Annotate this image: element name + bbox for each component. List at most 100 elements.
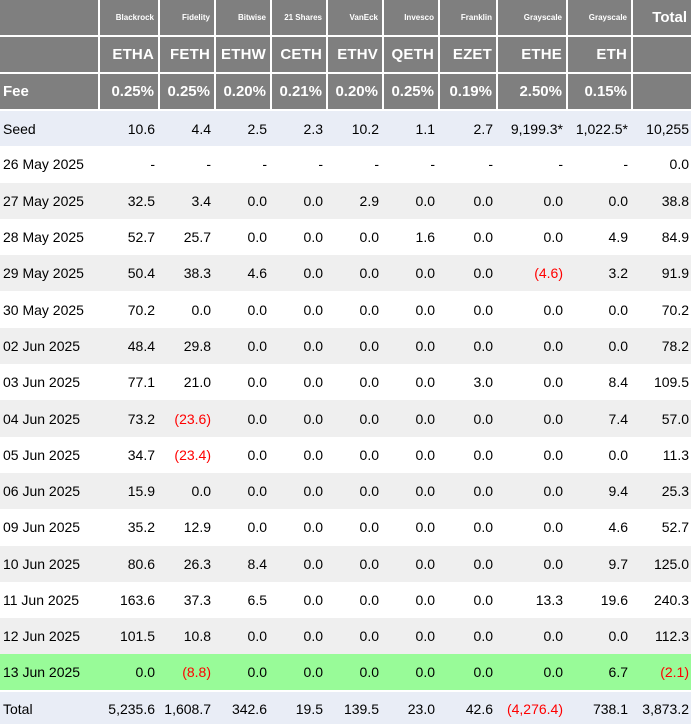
flow-value: 13.3 [497, 581, 567, 619]
ticker-label: ETHA [98, 35, 160, 74]
flow-value: 0.0 [327, 255, 383, 292]
ticker-label: CETH [270, 35, 328, 74]
flow-value: 1,608.7 [159, 689, 215, 724]
ticker-label: ETHV [326, 35, 384, 74]
table-row: Total 5,235.6 1,608.7 342.6 19.5 139.5 23.0 42.… [0, 689, 691, 724]
flow-value: 2.5 [215, 110, 271, 147]
flow-value: 50.4 [99, 255, 159, 292]
table-row: 29 May 2025 50.4 38.3 4.6 0.0 0.0 0.0 0.0 (4.6) 3… [0, 255, 691, 292]
provider-header-row: Blackrock Fidelity Bitwise 21 Shares VanEck I… [0, 0, 691, 37]
flow-value: 0.0 [497, 291, 567, 328]
flow-value: 2.3 [271, 110, 327, 147]
fee-value: 0.20% [326, 72, 384, 111]
flow-value: 0.0 [271, 400, 327, 437]
flow-value: 2.7 [439, 110, 497, 147]
flow-value: 38.3 [159, 255, 215, 292]
flow-value: 42.6 [439, 689, 497, 724]
row-label: 03 Jun 2025 [0, 364, 99, 401]
flow-value: 0.0 [439, 400, 497, 437]
flow-value: 6.5 [215, 581, 271, 619]
flow-value: 0.0 [439, 182, 497, 219]
flow-value: 7.4 [567, 400, 632, 437]
fee-value: 0.25% [158, 72, 216, 111]
flow-value: 0.0 [327, 400, 383, 437]
flow-value: 3.4 [159, 182, 215, 219]
flow-value: 4.4 [159, 110, 215, 147]
fee-value: 0.20% [214, 72, 272, 111]
flow-value: 0.0 [439, 618, 497, 655]
flow-value: 0.0 [497, 218, 567, 256]
total-column-spacer [631, 35, 691, 74]
row-total-value: 0.0 [632, 146, 691, 183]
flow-value: 0.0 [497, 400, 567, 437]
total-column-spacer [631, 72, 691, 111]
flow-value: 0.0 [327, 218, 383, 256]
table-row: 06 Jun 2025 15.9 0.0 0.0 0.0 0.0 0.0 0.0 0.0 9.4 2… [0, 472, 691, 510]
flow-value: 0.0 [215, 472, 271, 510]
flow-value: 0.0 [497, 545, 567, 582]
flow-value: 12.9 [159, 509, 215, 546]
flow-value: - [567, 146, 632, 183]
flow-value: (23.4) [159, 436, 215, 473]
table-row: 04 Jun 2025 73.2 (23.6) 0.0 0.0 0.0 0.0 0.0 0.0 7… [0, 400, 691, 437]
provider-name: 21 Shares [270, 0, 328, 37]
flow-value: 37.3 [159, 581, 215, 619]
flow-value: 0.0 [327, 654, 383, 691]
flow-value: - [215, 146, 271, 183]
row-label: 06 Jun 2025 [0, 472, 99, 510]
flow-value: 0.0 [383, 400, 439, 437]
flow-value: 0.0 [439, 581, 497, 619]
flow-value: 0.0 [497, 182, 567, 219]
flow-value: 0.0 [215, 182, 271, 219]
table-row: Seed 10.6 4.4 2.5 2.3 10.2 1.1 2.7 9,199.3* 1,022… [0, 110, 691, 147]
flow-value: 3.2 [567, 255, 632, 292]
row-label: 10 Jun 2025 [0, 545, 99, 582]
flow-value: 0.0 [497, 436, 567, 473]
flow-value: 0.0 [327, 509, 383, 546]
row-label: 05 Jun 2025 [0, 436, 99, 473]
flow-value: 1,022.5* [567, 110, 632, 147]
provider-name: Grayscale [566, 0, 633, 37]
table-body: Seed 10.6 4.4 2.5 2.3 10.2 1.1 2.7 9,199.3* 1,022… [0, 110, 691, 724]
flow-value: 0.0 [567, 182, 632, 219]
flow-value: 4.6 [215, 255, 271, 292]
flow-value: - [497, 146, 567, 183]
row-total-value: (2.1) [632, 654, 691, 691]
flow-value: 163.6 [99, 581, 159, 619]
flow-value: 52.7 [99, 218, 159, 256]
flow-value: (4,276.4) [497, 689, 567, 724]
fee-value: 0.25% [98, 72, 160, 111]
flow-value: 0.0 [271, 291, 327, 328]
row-total-value: 11.3 [632, 436, 691, 473]
flow-value: 0.0 [215, 509, 271, 546]
table-row: 26 May 2025- - - - - - - - -0.0 [0, 146, 691, 183]
flow-value: 77.1 [99, 364, 159, 401]
flow-value: 0.0 [159, 291, 215, 328]
row-total-value: 125.0 [632, 545, 691, 582]
flow-value: 3.0 [439, 364, 497, 401]
flow-value: 19.6 [567, 581, 632, 619]
flow-value: 0.0 [567, 618, 632, 655]
ticker-label: ETHW [214, 35, 272, 74]
row-label: Seed [0, 110, 99, 147]
table-row: 09 Jun 2025 35.2 12.9 0.0 0.0 0.0 0.0 0.0 0.0 4.6… [0, 509, 691, 546]
flow-value: 0.0 [215, 327, 271, 365]
flow-value: 0.0 [439, 509, 497, 546]
flow-value: 0.0 [327, 327, 383, 365]
flow-value: 738.1 [567, 689, 632, 724]
row-label: 27 May 2025 [0, 182, 99, 219]
provider-name: Blackrock [98, 0, 160, 37]
row-label: 28 May 2025 [0, 218, 99, 256]
row-total-value: 240.3 [632, 581, 691, 619]
flow-value: - [99, 146, 159, 183]
flow-value: 23.0 [383, 689, 439, 724]
flow-value: 0.0 [497, 327, 567, 365]
provider-name: Bitwise [214, 0, 272, 37]
fee-value: 2.50% [496, 72, 568, 111]
flow-value: 0.0 [327, 364, 383, 401]
table-row: 30 May 2025 70.2 0.0 0.0 0.0 0.0 0.0 0.0 0.0 0.0 7… [0, 291, 691, 328]
table-header: Blackrock Fidelity Bitwise 21 Shares VanEck I… [0, 0, 691, 111]
flow-value: 0.0 [215, 400, 271, 437]
flow-value: 0.0 [439, 218, 497, 256]
